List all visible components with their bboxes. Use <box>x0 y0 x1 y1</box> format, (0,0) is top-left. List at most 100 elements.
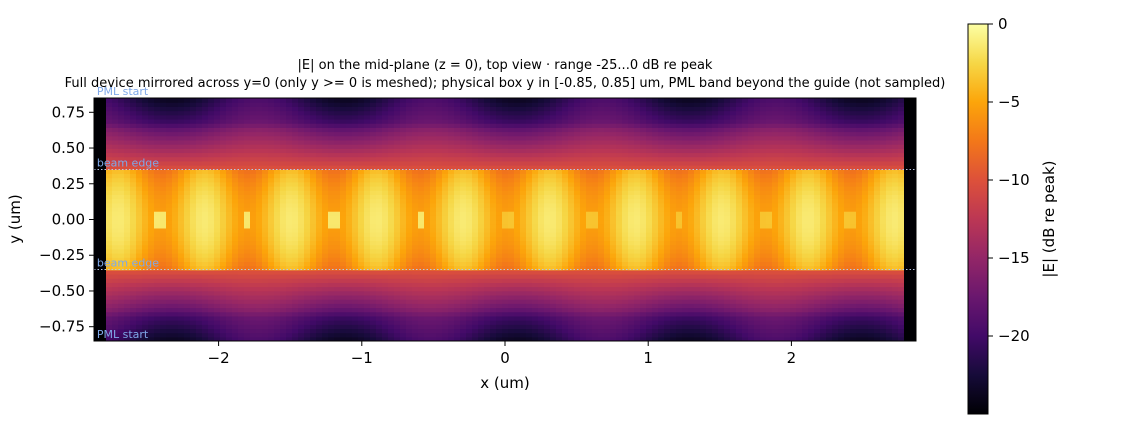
heatmap-cell <box>400 257 407 262</box>
heatmap-cell <box>112 115 119 120</box>
heatmap-cell <box>208 140 215 145</box>
heatmap-cell <box>532 215 539 220</box>
heatmap-cell <box>124 232 131 237</box>
heatmap-cell <box>382 333 389 338</box>
heatmap-cell <box>370 157 377 162</box>
heatmap-cell <box>556 190 563 195</box>
heatmap-cell <box>406 232 413 237</box>
heatmap-cell <box>574 144 581 149</box>
heatmap-cell <box>322 282 329 287</box>
heatmap-cell <box>322 253 329 258</box>
heatmap-cell <box>250 102 257 107</box>
heatmap-cell <box>250 136 257 141</box>
heatmap-cell <box>550 132 557 137</box>
heatmap-cell <box>310 249 317 254</box>
heatmap-cell <box>460 232 467 237</box>
heatmap-cell <box>370 261 377 266</box>
heatmap-cell <box>100 190 107 195</box>
heatmap-cell <box>388 182 395 187</box>
heatmap-cell <box>418 270 425 275</box>
heatmap-cell <box>274 207 281 212</box>
heatmap-cell <box>568 232 575 237</box>
heatmap-cell <box>304 144 311 149</box>
heatmap-cell <box>322 98 329 103</box>
heatmap-cell <box>298 199 305 204</box>
heatmap-cell <box>136 295 143 300</box>
heatmap-cell <box>220 295 227 300</box>
heatmap-cell <box>556 140 563 145</box>
heatmap-cell <box>154 278 161 283</box>
heatmap-cell <box>502 144 509 149</box>
heatmap-cell <box>328 215 335 220</box>
heatmap-cell <box>274 140 281 145</box>
heatmap-cell <box>118 228 125 233</box>
heatmap-cell <box>526 140 533 145</box>
heatmap-cell <box>106 287 113 292</box>
heatmap-cell <box>256 148 263 153</box>
heatmap-cell <box>226 203 233 208</box>
heatmap-cell <box>436 295 443 300</box>
heatmap-cell <box>166 102 173 107</box>
heatmap-cell <box>136 140 143 145</box>
heatmap-cell <box>598 287 605 292</box>
heatmap-cell <box>208 320 215 325</box>
heatmap-cell <box>334 282 341 287</box>
heatmap-cell <box>178 215 185 220</box>
heatmap-cell <box>274 152 281 157</box>
heatmap-cell <box>406 190 413 195</box>
heatmap-cell <box>358 152 365 157</box>
heatmap-cell <box>370 299 377 304</box>
heatmap-cell <box>598 173 605 178</box>
heatmap-cell <box>340 320 347 325</box>
heatmap-cell <box>250 203 257 208</box>
heatmap-cell <box>598 282 605 287</box>
heatmap-cell <box>172 261 179 266</box>
heatmap-cell <box>472 282 479 287</box>
heatmap-cell <box>448 307 455 312</box>
heatmap-cell <box>364 240 371 245</box>
heatmap-cell <box>598 161 605 166</box>
heatmap-cell <box>424 178 431 183</box>
heatmap-cell <box>478 132 485 137</box>
heatmap-cell <box>274 245 281 250</box>
heatmap-cell <box>550 211 557 216</box>
heatmap-cell <box>106 123 113 128</box>
heatmap-cell <box>598 115 605 120</box>
heatmap-cell <box>256 127 263 132</box>
heatmap-cell <box>430 207 437 212</box>
heatmap-cell <box>484 215 491 220</box>
heatmap-cell <box>412 253 419 258</box>
heatmap-cell <box>586 132 593 137</box>
heatmap-cell <box>346 253 353 258</box>
heatmap-cell <box>394 232 401 237</box>
heatmap-cell <box>526 119 533 124</box>
heatmap-cell <box>310 324 317 329</box>
heatmap-cell <box>190 278 197 283</box>
heatmap-cell <box>118 274 125 279</box>
heatmap-cell <box>262 307 269 312</box>
heatmap-cell <box>502 199 509 204</box>
heatmap-cell <box>124 148 131 153</box>
heatmap-cell <box>100 236 107 241</box>
heatmap-cell <box>448 324 455 329</box>
heatmap-cell <box>286 207 293 212</box>
heatmap-cell <box>256 236 263 241</box>
heatmap-cell <box>604 240 611 245</box>
heatmap-cell <box>148 106 155 111</box>
heatmap-cell <box>568 257 575 262</box>
heatmap-cell <box>364 140 371 145</box>
heatmap-cell <box>364 157 371 162</box>
heatmap-cell <box>124 190 131 195</box>
heatmap-cell <box>520 228 527 233</box>
heatmap-cell <box>466 111 473 116</box>
heatmap-cell <box>418 186 425 191</box>
heatmap-cell <box>472 236 479 241</box>
heatmap-cell <box>592 282 599 287</box>
heatmap-cell <box>424 274 431 279</box>
heatmap-cell <box>400 312 407 317</box>
heatmap-cell <box>484 211 491 216</box>
heatmap-cell <box>586 106 593 111</box>
heatmap-cell <box>370 148 377 153</box>
heatmap-cell <box>568 111 575 116</box>
heatmap-cell <box>496 111 503 116</box>
